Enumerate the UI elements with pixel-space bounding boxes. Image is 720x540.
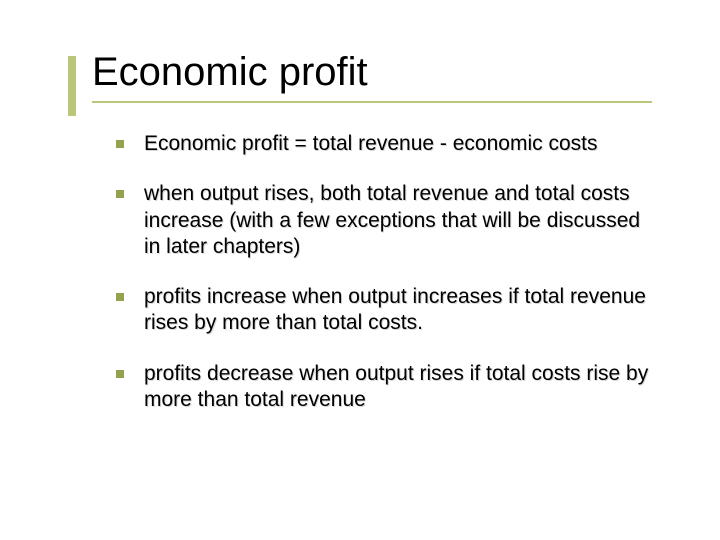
list-item: profits decrease when output rises if to… xyxy=(116,361,660,414)
title-underline xyxy=(92,101,652,103)
title-accent-bar xyxy=(68,56,76,116)
list-item: profits increase when output increases i… xyxy=(116,284,660,337)
list-item: Economic profit = total revenue - econom… xyxy=(116,131,660,157)
list-item: when output rises, both total revenue an… xyxy=(116,181,660,260)
slide: Economic profit Economic profit = total … xyxy=(0,0,720,540)
slide-title: Economic profit xyxy=(92,50,660,95)
bullet-list: Economic profit = total revenue - econom… xyxy=(116,131,660,413)
